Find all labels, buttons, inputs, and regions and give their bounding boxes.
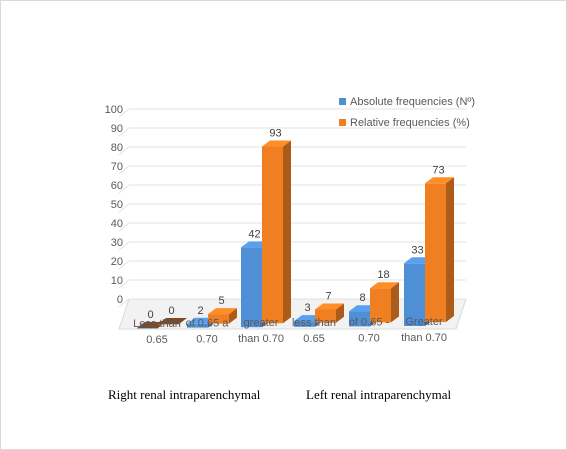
bar-front	[404, 263, 425, 326]
data-label: 18	[377, 269, 389, 281]
data-label: 3	[304, 302, 310, 314]
x-tick-label: greater than 0.70	[238, 317, 284, 345]
gridline-side	[118, 222, 130, 232]
y-axis: 0 10 20 30 40 50 60 70 80 90 100	[105, 104, 123, 306]
y-tick-label: 80	[111, 142, 123, 154]
y-tick-label: 70	[111, 161, 123, 173]
data-label: 73	[432, 164, 444, 176]
gridline-side	[118, 298, 130, 308]
data-label: 0	[168, 305, 174, 317]
bar-top	[262, 140, 291, 147]
y-tick-label: 20	[111, 256, 123, 268]
bar-top	[425, 177, 454, 184]
x-tick-line: of 0.65 -	[349, 316, 390, 328]
bar-side	[446, 177, 454, 322]
gridline-side	[118, 146, 130, 156]
bar-side	[336, 303, 344, 323]
gridline-side	[118, 165, 130, 175]
data-label: 33	[411, 244, 423, 256]
gridline-side	[118, 241, 130, 251]
x-tick-line: of 0.65 a	[186, 318, 230, 330]
x-tick-line: 0.65	[146, 334, 167, 346]
x-tick-label: Less than 0.65	[133, 318, 181, 346]
bar-side	[391, 282, 399, 323]
bar-front	[158, 324, 179, 325]
bar	[370, 282, 399, 323]
bar-front	[315, 309, 336, 323]
x-tick-label: of 0.65 - 0.70	[349, 316, 390, 344]
y-tick-label: 40	[111, 218, 123, 230]
data-labels: 0 2 42 3 8 33 0 5 93 7 18 73	[147, 128, 444, 322]
bar-front	[425, 183, 446, 322]
x-tick-label: of 0.65 a 0.70	[186, 318, 230, 346]
bar-top	[370, 282, 399, 289]
bar-front	[137, 328, 158, 329]
bar-front	[349, 311, 370, 327]
y-tick-label: 60	[111, 180, 123, 192]
y-tick-label: 90	[111, 123, 123, 135]
legend: Absolute frequencies (Nº) Relative freque…	[339, 96, 475, 129]
bar	[158, 318, 187, 325]
gridline-side	[118, 127, 130, 137]
y-tick-label: 0	[117, 294, 123, 306]
x-tick-line: 0.70	[358, 332, 379, 344]
gridline-side	[118, 279, 130, 289]
x-tick-line: Less than	[133, 318, 181, 330]
gridline-side	[118, 260, 130, 270]
x-tick-line: less than	[292, 317, 336, 329]
bar-side	[283, 140, 291, 324]
gridline-side	[118, 184, 130, 194]
group-label-right: Right renal intraparenchymal	[108, 387, 261, 402]
x-tick-line: Greater	[405, 316, 443, 328]
bar	[208, 308, 237, 324]
bar-top	[208, 308, 237, 315]
legend-entry: Relative frequencies (%)	[350, 117, 470, 129]
legend-swatch	[339, 98, 346, 105]
x-axis: Less than 0.65 of 0.65 a 0.70 greater than 0.…	[133, 316, 447, 346]
x-tick-label: less than 0.65	[292, 317, 336, 345]
bar-front	[208, 314, 229, 324]
y-tick-label: 100	[105, 104, 123, 116]
data-label: 0	[147, 309, 153, 321]
x-tick-line: greater	[244, 317, 279, 329]
bar	[425, 177, 454, 322]
legend-entry: Absolute frequencies (Nº)	[350, 96, 475, 108]
bar-top	[158, 318, 187, 324]
gridline-side	[118, 108, 130, 118]
bar-top	[315, 303, 344, 310]
bars	[137, 140, 454, 329]
data-label: 93	[269, 128, 281, 140]
legend-swatch	[339, 119, 346, 126]
x-tick-label: Greater than 0.70	[401, 316, 447, 344]
group-label-left: Left renal intraparenchymal	[306, 387, 452, 402]
bar-front	[294, 321, 315, 327]
data-label: 42	[248, 228, 260, 240]
data-label: 8	[359, 292, 365, 304]
bar-front	[241, 247, 262, 328]
x-tick-line: than 0.70	[401, 332, 447, 344]
y-tick-label: 10	[111, 275, 123, 287]
data-label: 7	[325, 291, 331, 303]
y-tick-label: 50	[111, 199, 123, 211]
bar-front	[187, 323, 208, 328]
data-label: 2	[197, 305, 203, 317]
gridline-side	[118, 203, 130, 213]
bar	[315, 303, 344, 323]
bar	[262, 140, 291, 324]
bar-front	[370, 288, 391, 323]
data-label: 5	[218, 295, 224, 307]
bar-front	[262, 146, 283, 324]
y-tick-label: 30	[111, 237, 123, 249]
x-tick-line: than 0.70	[238, 333, 284, 345]
x-tick-line: 0.70	[196, 334, 217, 346]
bar-side	[229, 308, 237, 324]
x-tick-line: 0.65	[303, 333, 324, 345]
